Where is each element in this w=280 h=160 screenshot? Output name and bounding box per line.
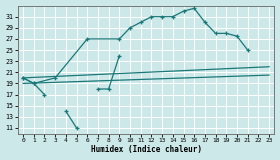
- X-axis label: Humidex (Indice chaleur): Humidex (Indice chaleur): [91, 145, 202, 154]
